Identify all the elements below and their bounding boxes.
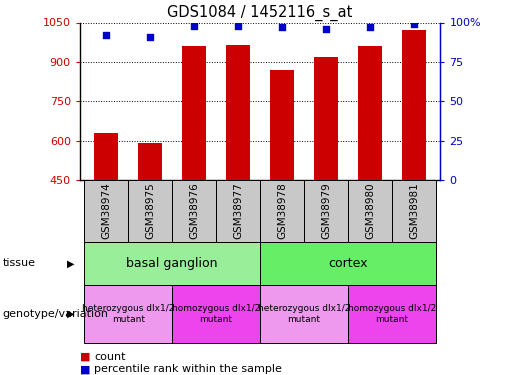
Bar xyxy=(172,285,260,343)
Bar xyxy=(402,30,426,180)
Bar xyxy=(260,285,348,343)
Point xyxy=(410,21,418,27)
Bar xyxy=(172,180,216,242)
Bar xyxy=(216,180,260,242)
Point xyxy=(366,24,374,30)
Text: GSM38979: GSM38979 xyxy=(321,183,331,239)
Text: ■: ■ xyxy=(80,364,90,374)
Text: ▶: ▶ xyxy=(67,309,75,319)
Text: heterozygous dlx1/2
mutant: heterozygous dlx1/2 mutant xyxy=(82,304,175,324)
Bar xyxy=(348,180,392,242)
Text: ■: ■ xyxy=(80,352,90,362)
Bar xyxy=(358,46,382,180)
Text: count: count xyxy=(94,352,126,362)
Text: heterozygous dlx1/2
mutant: heterozygous dlx1/2 mutant xyxy=(258,304,350,324)
Text: percentile rank within the sample: percentile rank within the sample xyxy=(94,364,282,374)
Bar xyxy=(392,180,436,242)
Bar xyxy=(314,57,338,180)
Bar xyxy=(270,70,294,180)
Text: GSM38974: GSM38974 xyxy=(101,183,111,239)
Bar xyxy=(260,180,304,242)
Title: GDS1084 / 1452116_s_at: GDS1084 / 1452116_s_at xyxy=(167,5,353,21)
Bar xyxy=(84,180,128,242)
Text: homozygous dlx1/2
mutant: homozygous dlx1/2 mutant xyxy=(172,304,260,324)
Point xyxy=(146,34,154,40)
Bar xyxy=(182,46,206,180)
Text: GSM38978: GSM38978 xyxy=(277,183,287,239)
Text: GSM38976: GSM38976 xyxy=(189,183,199,239)
Text: GSM38975: GSM38975 xyxy=(145,183,155,239)
Text: GSM38977: GSM38977 xyxy=(233,183,243,239)
Point xyxy=(102,32,110,38)
Bar xyxy=(348,285,436,343)
Bar xyxy=(260,242,436,285)
Point xyxy=(234,22,242,28)
Text: genotype/variation: genotype/variation xyxy=(3,309,109,319)
Bar xyxy=(226,45,250,180)
Text: tissue: tissue xyxy=(3,258,36,268)
Point xyxy=(190,22,198,28)
Text: GSM38980: GSM38980 xyxy=(365,183,375,239)
Text: homozygous dlx1/2
mutant: homozygous dlx1/2 mutant xyxy=(348,304,436,324)
Point xyxy=(322,26,330,32)
Point xyxy=(278,24,286,30)
Bar xyxy=(94,133,118,180)
Bar xyxy=(84,285,172,343)
Text: ▶: ▶ xyxy=(67,258,75,268)
Bar xyxy=(128,180,172,242)
Bar xyxy=(304,180,348,242)
Text: GSM38981: GSM38981 xyxy=(409,183,419,239)
Bar xyxy=(84,242,260,285)
Text: cortex: cortex xyxy=(328,257,368,270)
Bar xyxy=(138,143,162,180)
Text: basal ganglion: basal ganglion xyxy=(126,257,218,270)
